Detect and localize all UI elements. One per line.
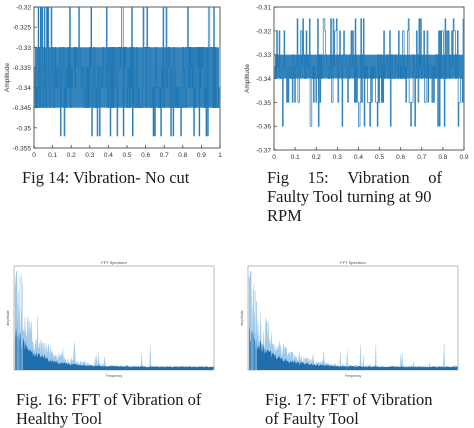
x-tick-label: 1	[218, 152, 222, 159]
signal-line	[274, 18, 464, 127]
x-tick-label: 0.5	[375, 154, 384, 161]
fig16-plot: FFT Spectrum Frequency Amplitude	[6, 260, 215, 378]
fig14-plot: -0.32 -0.325 -0.33 -0.335 -0.34 -0.345 -0.35 -0…	[4, 5, 222, 160]
fig17-plot: FFT Spectrum Frequency Amplitude	[240, 260, 459, 378]
fft-core	[249, 326, 458, 370]
x-tick-label: 0.2	[67, 152, 76, 159]
y-tick-label: -0.325	[13, 25, 32, 32]
x-tick-label: 0.8	[178, 152, 187, 159]
x-tick-label: 0.6	[141, 152, 150, 159]
fig17-caption-line1: Fig. 17: FFT of Vibration	[265, 390, 433, 409]
x-tick-label: 0.3	[333, 154, 342, 161]
x-axis-label: Frequency	[106, 374, 123, 378]
x-tick-label: 0.5	[122, 152, 131, 159]
fig15-caption-line3: RPM	[267, 206, 302, 225]
signal-band	[275, 54, 463, 79]
y-tick-label: -0.34	[16, 85, 31, 92]
x-tick-label: 0.7	[160, 152, 169, 159]
fig16-caption-line1: Fig. 16: FFT of Vibration of	[16, 390, 202, 409]
fig16-caption: Fig. 16: FFT of Vibration of Healthy Too…	[16, 390, 241, 428]
y-tick-label: -0.355	[13, 146, 32, 153]
x-tick-label: 0	[272, 154, 276, 161]
y-axis-label: Amplitude	[240, 310, 244, 326]
fig17-caption: Fig. 17: FFT of Vibration of Faulty Tool	[265, 390, 465, 428]
fig15-caption-line1: Fig 15: Vibration of	[267, 168, 442, 187]
fig14-chart: -0.32 -0.325 -0.33 -0.335 -0.34 -0.345 -0.35 -0…	[0, 0, 230, 166]
x-tick-label: 0.6	[396, 154, 405, 161]
fig15-chart: -0.31 -0.32 -0.33 -0.34 -0.35 -0.36 -0.37 0 0.1 0…	[238, 0, 474, 166]
x-tick-label: 0.4	[104, 152, 113, 159]
fig17-chart: FFT Spectrum Frequency Amplitude	[236, 258, 474, 378]
y-tick-label: -0.33	[16, 45, 31, 52]
fft-title: FFT Spectrum	[340, 260, 366, 265]
fft-title: FFT Spectrum	[101, 260, 127, 265]
y-tick-label: -0.32	[16, 5, 31, 12]
y-tick-label: -0.35	[16, 125, 31, 132]
fft-envelope	[14, 271, 215, 371]
x-tick-label: 0.8	[438, 154, 447, 161]
y-tick-label: -0.345	[13, 105, 32, 112]
y-axis-label: Amplitude	[4, 63, 11, 92]
x-tick-label: 0.4	[354, 154, 363, 161]
y-tick-label: -0.37	[256, 148, 271, 155]
y-axis-label: Amplitude	[6, 310, 10, 326]
y-tick-label: -0.36	[256, 124, 271, 131]
fig16-chart: FFT Spectrum Frequency Amplitude	[0, 258, 230, 378]
signal-line	[34, 6, 220, 137]
fig15-caption: Fig 15: Vibration of Faulty Tool turning…	[267, 168, 442, 225]
x-tick-label: 0.9	[459, 154, 468, 161]
y-tick-label: -0.33	[256, 52, 271, 59]
y-tick-label: -0.34	[256, 76, 271, 83]
x-axis-label: Frequency	[345, 374, 362, 378]
y-tick-label: -0.31	[256, 5, 271, 12]
fig14-caption: Fig 14: Vibration- No cut	[22, 168, 237, 187]
fft-envelope	[248, 271, 459, 371]
y-tick-label: -0.335	[13, 65, 32, 72]
fig15-caption-line2: Faulty Tool turning at 90	[267, 187, 432, 206]
fft-core	[15, 326, 214, 370]
x-tick-label: 0.3	[85, 152, 94, 159]
fig14-caption-text: Fig 14: Vibration- No cut	[22, 168, 190, 187]
x-tick-label: 0.1	[48, 152, 57, 159]
x-tick-label: 0.1	[291, 154, 300, 161]
y-tick-label: -0.35	[256, 100, 271, 107]
x-tick-label: 0.7	[417, 154, 426, 161]
fig15-plot: -0.31 -0.32 -0.33 -0.34 -0.35 -0.36 -0.370 0.1 0…	[244, 5, 469, 162]
y-tick-label: -0.32	[256, 28, 271, 35]
x-tick-label: 0.9	[197, 152, 206, 159]
fig17-caption-line2: of Faulty Tool	[265, 409, 359, 428]
x-tick-label: 0.2	[312, 154, 321, 161]
fig16-caption-line2: Healthy Tool	[16, 409, 103, 428]
y-axis-label: Amplitude	[244, 64, 251, 93]
x-tick-label: 0	[32, 152, 36, 159]
